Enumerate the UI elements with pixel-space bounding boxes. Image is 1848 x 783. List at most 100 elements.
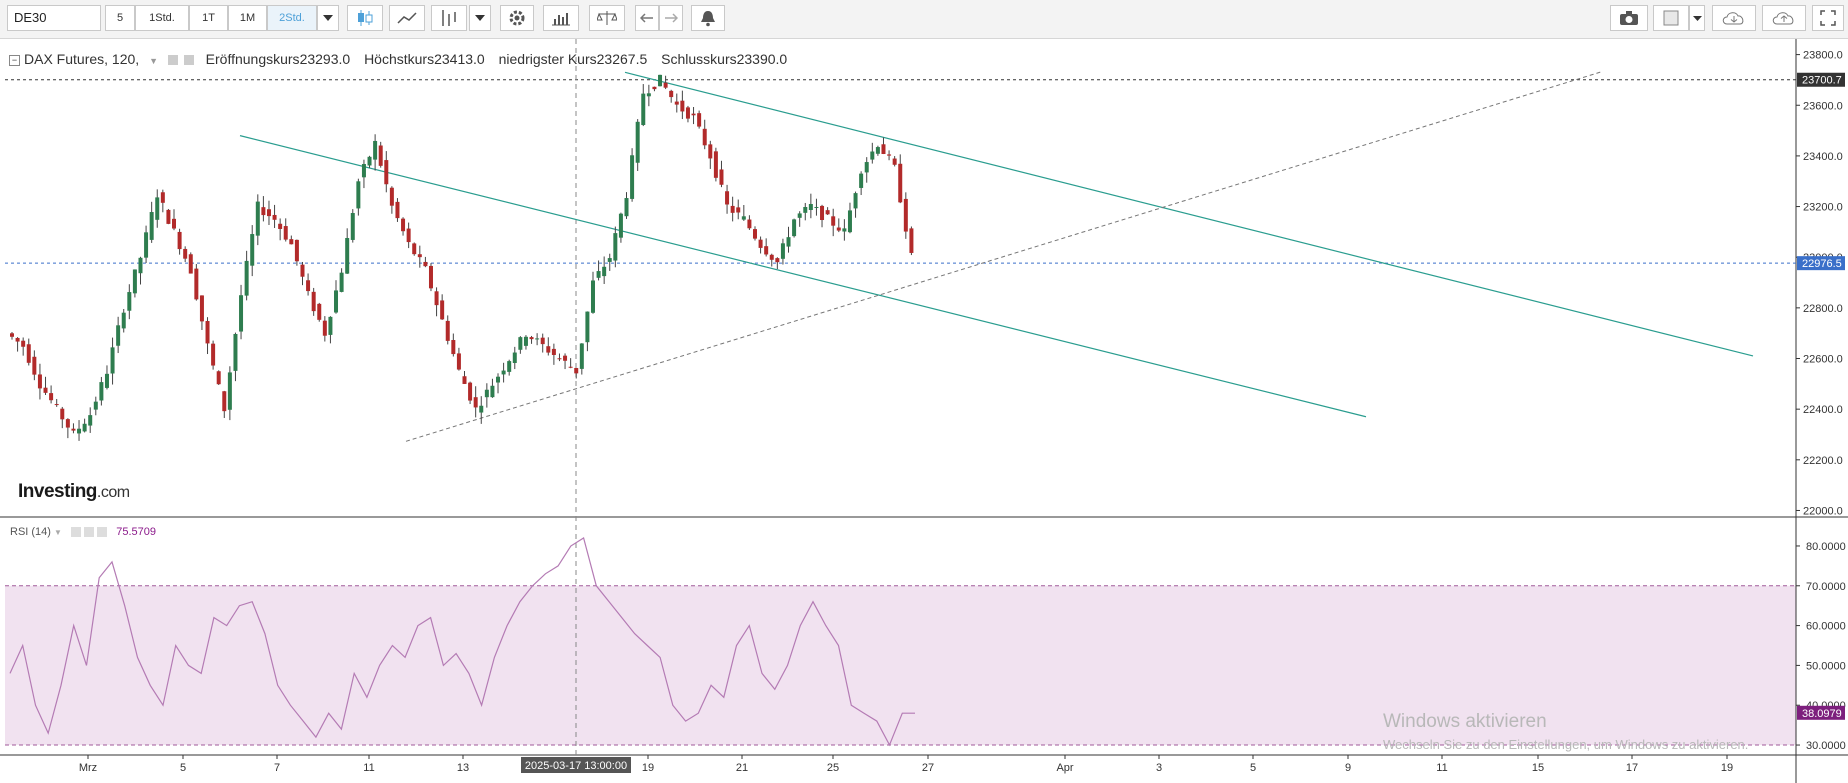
- candle-body: [808, 204, 813, 211]
- time-tick-label: Apr: [1056, 762, 1073, 774]
- candle-body: [602, 266, 607, 277]
- cloud-download-icon[interactable]: [1712, 5, 1756, 31]
- legend-settings-icon[interactable]: [167, 55, 178, 66]
- candle-body: [875, 147, 880, 154]
- bar-chart-icon[interactable]: [543, 5, 579, 31]
- rsi-tick-label: 70.0000: [1806, 581, 1846, 593]
- candle-body: [283, 226, 288, 240]
- candle-body: [468, 382, 473, 401]
- time-tick-label: 21: [736, 762, 748, 774]
- candle-body: [172, 218, 177, 229]
- rsi-line: [9, 537, 915, 747]
- candle-body: [423, 261, 428, 267]
- rsi-dropdown-icon[interactable]: ▼: [54, 528, 62, 537]
- windows-activation-title: Windows aktivieren: [1383, 711, 1547, 732]
- time-tick-label: 11: [1436, 762, 1447, 774]
- price-tag-bg-0: [1797, 72, 1845, 87]
- candle-body: [825, 210, 830, 215]
- price-tick-label: 22000.0: [1803, 505, 1843, 517]
- candle-body: [451, 340, 456, 355]
- indicator-icon[interactable]: [431, 5, 467, 31]
- candle-body: [624, 198, 629, 217]
- candle-body: [870, 151, 875, 160]
- redo-icon[interactable]: [659, 5, 683, 31]
- rsi-hide-icon[interactable]: [84, 527, 95, 538]
- interval-dropdown-icon[interactable]: [317, 5, 339, 31]
- candle-body: [149, 212, 154, 240]
- undo-icon[interactable]: [635, 5, 659, 31]
- candle-body: [736, 207, 741, 213]
- legend-dropdown-icon[interactable]: ▼: [149, 56, 158, 66]
- candle-body: [641, 93, 646, 126]
- candle-body: [535, 338, 540, 340]
- interval-2h-button[interactable]: 2Std.: [267, 5, 317, 31]
- candle-body: [859, 173, 864, 188]
- crosshair-time-label: 2025-03-17 13:00:00: [525, 760, 627, 772]
- trendline-lower: [239, 135, 1367, 418]
- time-tick-label: 5: [1250, 762, 1256, 774]
- candle-body: [512, 352, 517, 364]
- candle-body: [887, 154, 892, 156]
- balance-scale-icon[interactable]: [589, 5, 625, 31]
- candle-body: [412, 243, 417, 255]
- color-swatch-icon[interactable]: [1653, 5, 1689, 31]
- rsi-tick-label: 30.0000: [1806, 740, 1846, 752]
- candle-body: [384, 160, 389, 185]
- candle-body: [725, 191, 730, 205]
- candle-body: [892, 158, 897, 165]
- candle-body: [635, 121, 640, 163]
- candle-body: [529, 337, 534, 340]
- rsi-legend: RSI (14) ▼ 75.5709: [10, 526, 156, 538]
- fullscreen-icon[interactable]: [1812, 5, 1844, 31]
- candlestick-chart-icon[interactable]: [347, 5, 383, 31]
- legend-close-icon[interactable]: [183, 55, 194, 66]
- camera-icon[interactable]: [1610, 5, 1648, 31]
- candle-body: [836, 227, 841, 231]
- windows-activation-hint: Wechseln Sie zu den Einstellungen, um Wi…: [1383, 737, 1749, 752]
- candle-body: [479, 405, 484, 413]
- instrument-name: DAX Futures, 120,: [24, 51, 140, 67]
- settings-gear-icon[interactable]: [500, 5, 534, 31]
- symbol-input[interactable]: DE30: [7, 5, 101, 31]
- candle-body: [138, 257, 143, 274]
- low-label: niedrigster Kurs: [498, 51, 597, 67]
- interval-1d-button[interactable]: 1T: [189, 5, 228, 31]
- rsi-close-icon[interactable]: [97, 527, 108, 538]
- candle-body: [406, 228, 411, 243]
- collapse-icon[interactable]: −: [9, 54, 20, 66]
- line-chart-icon[interactable]: [389, 5, 425, 31]
- candle-body: [445, 320, 450, 341]
- trendline-upper: [624, 71, 1754, 357]
- cloud-upload-icon[interactable]: [1762, 5, 1806, 31]
- candle-body: [518, 337, 523, 350]
- interval-5min-button[interactable]: 5: [105, 5, 135, 31]
- candle-body: [574, 367, 579, 374]
- candle-body: [88, 415, 93, 426]
- candle-body: [26, 344, 31, 363]
- candle-body: [853, 193, 858, 209]
- candle-body: [367, 156, 372, 166]
- interval-1h-button[interactable]: 1Std.: [135, 5, 189, 31]
- chart-grid: [0, 39, 1848, 783]
- candle-body: [32, 356, 37, 375]
- indicator-dropdown-icon[interactable]: [469, 5, 491, 31]
- candle-body: [708, 144, 713, 159]
- candle-body: [680, 100, 685, 112]
- candle-body: [484, 389, 489, 398]
- investing-logo: Investing.com: [18, 481, 130, 502]
- candle-body: [831, 216, 836, 226]
- candle-body: [155, 197, 160, 220]
- price-tick-label: 23400.0: [1803, 151, 1843, 163]
- candle-body: [49, 393, 54, 401]
- candle-body: [551, 348, 556, 355]
- color-dropdown-icon[interactable]: [1689, 5, 1705, 31]
- rsi-settings-icon[interactable]: [71, 527, 82, 538]
- alert-bell-icon[interactable]: [691, 5, 725, 31]
- candle-body: [881, 144, 886, 155]
- candle-body: [685, 107, 690, 119]
- candle-body: [903, 198, 908, 232]
- interval-1m-button[interactable]: 1M: [228, 5, 267, 31]
- close-label: Schlusskurs: [661, 51, 737, 67]
- time-tick-label: 13: [457, 762, 469, 774]
